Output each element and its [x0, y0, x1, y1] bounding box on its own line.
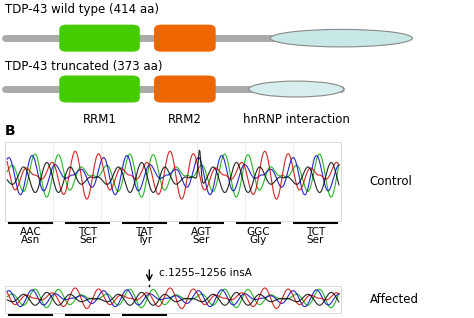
- Text: Affected: Affected: [370, 293, 419, 306]
- Ellipse shape: [249, 81, 344, 97]
- Text: TCT: TCT: [78, 227, 97, 237]
- Text: GGC: GGC: [246, 227, 270, 237]
- Text: B: B: [5, 124, 15, 138]
- Ellipse shape: [270, 30, 412, 47]
- Text: Ser: Ser: [79, 235, 96, 245]
- Text: RRM2: RRM2: [168, 113, 202, 126]
- Text: Tyr: Tyr: [137, 235, 152, 245]
- Bar: [5, 286, 341, 313]
- Text: TDP-43 wild type (414 aa): TDP-43 wild type (414 aa): [5, 3, 159, 16]
- Text: TCT: TCT: [306, 227, 325, 237]
- Text: AAC: AAC: [20, 227, 42, 237]
- FancyBboxPatch shape: [154, 75, 216, 102]
- Text: c.1255–1256 insA: c.1255–1256 insA: [159, 268, 252, 278]
- FancyBboxPatch shape: [59, 24, 140, 52]
- Bar: [5, 142, 341, 221]
- Text: hnRNP interaction: hnRNP interaction: [243, 113, 350, 126]
- Text: Gly: Gly: [250, 235, 267, 245]
- Text: TDP-43 truncated (373 aa): TDP-43 truncated (373 aa): [5, 60, 162, 73]
- Text: AGT: AGT: [191, 227, 212, 237]
- Text: TAT: TAT: [136, 227, 154, 237]
- Text: RRM1: RRM1: [82, 113, 117, 126]
- FancyBboxPatch shape: [59, 75, 140, 102]
- Text: Control: Control: [370, 175, 412, 188]
- Text: Ser: Ser: [193, 235, 210, 245]
- Text: Asn: Asn: [21, 235, 40, 245]
- Text: Ser: Ser: [307, 235, 324, 245]
- FancyBboxPatch shape: [154, 24, 216, 52]
